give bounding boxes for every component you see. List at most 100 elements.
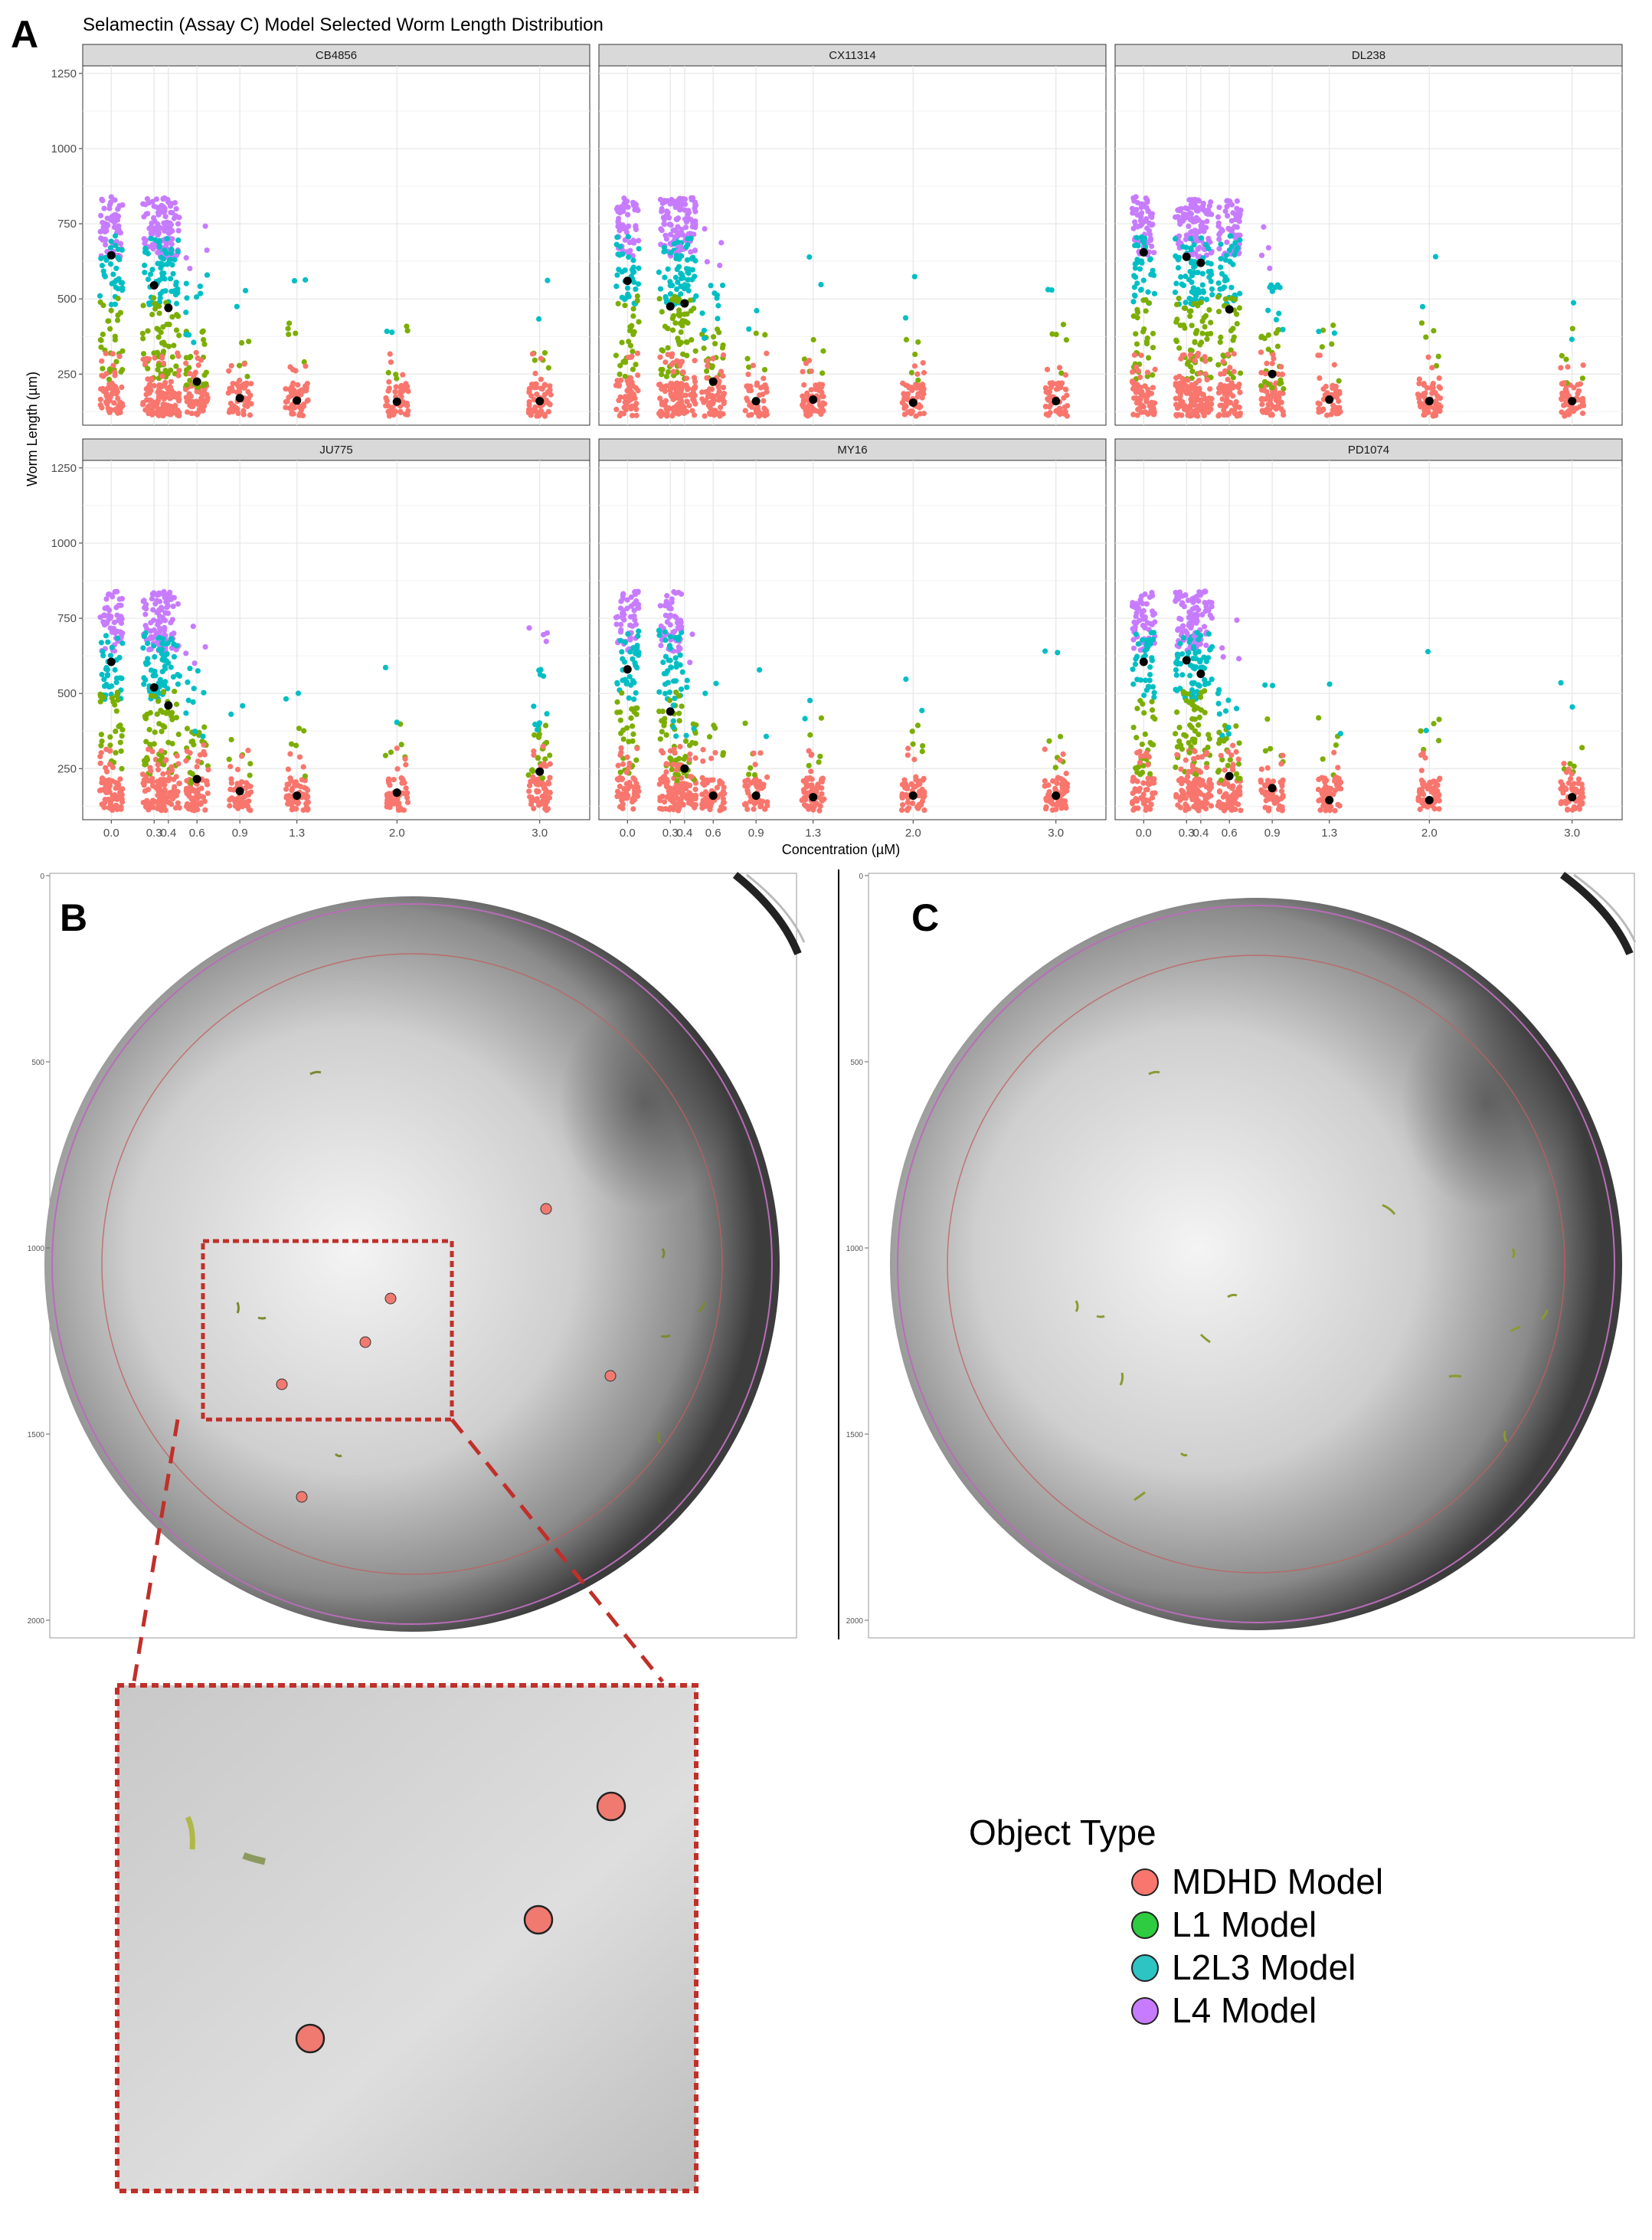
data-point <box>295 382 301 388</box>
data-point <box>399 388 406 395</box>
data-point <box>1047 394 1053 400</box>
facet-strip <box>598 44 1107 67</box>
data-point <box>676 626 682 632</box>
data-point <box>163 251 169 257</box>
data-point <box>634 293 640 300</box>
data-point <box>204 781 211 788</box>
data-point <box>909 408 916 414</box>
data-point <box>673 794 679 801</box>
data-point <box>162 724 168 730</box>
data-point <box>806 748 812 754</box>
data-point <box>1435 353 1441 359</box>
data-point <box>752 779 759 786</box>
data-point <box>237 781 243 788</box>
data-point <box>1233 311 1240 317</box>
data-point <box>283 404 289 411</box>
data-point <box>1561 380 1567 386</box>
data-point <box>720 352 727 359</box>
data-point <box>1138 753 1144 760</box>
data-point <box>636 246 642 252</box>
data-point <box>541 382 548 388</box>
data-point <box>745 372 751 378</box>
data-point <box>1280 326 1286 332</box>
data-point <box>113 729 119 735</box>
data-point <box>810 336 816 343</box>
data-point <box>1176 218 1183 224</box>
data-point <box>670 313 676 319</box>
data-point <box>1192 270 1198 276</box>
data-point <box>285 766 292 772</box>
data-point <box>98 212 104 219</box>
data-point <box>702 335 708 342</box>
data-point <box>1143 787 1150 793</box>
data-point <box>636 319 642 325</box>
data-point <box>110 390 116 396</box>
data-point <box>806 404 812 411</box>
data-point <box>670 396 676 402</box>
data-point <box>664 761 670 768</box>
data-point <box>718 240 725 246</box>
data-point <box>1207 386 1213 392</box>
data-point <box>533 381 539 387</box>
data-point <box>717 807 723 814</box>
data-point <box>152 653 158 660</box>
data-point <box>682 216 689 222</box>
data-point <box>155 209 162 215</box>
data-point <box>634 297 640 304</box>
data-point <box>621 395 627 401</box>
data-point <box>816 807 823 814</box>
data-point <box>166 775 172 781</box>
data-point <box>1043 389 1049 395</box>
data-point <box>111 219 118 225</box>
data-point <box>112 666 118 673</box>
data-point <box>532 357 538 363</box>
data-point <box>714 326 721 332</box>
data-point <box>692 755 698 761</box>
data-point <box>1143 195 1149 201</box>
data-point <box>718 404 724 411</box>
data-point <box>1192 263 1198 269</box>
data-point <box>119 202 126 208</box>
data-point <box>288 741 295 747</box>
data-point <box>672 391 679 398</box>
median-point <box>164 701 173 710</box>
data-point <box>114 317 121 323</box>
data-point <box>170 603 176 610</box>
data-point <box>187 750 193 756</box>
data-point <box>707 807 713 813</box>
data-point <box>721 791 728 797</box>
data-point <box>670 678 677 684</box>
data-point <box>228 362 234 369</box>
data-point <box>1202 313 1209 319</box>
data-point <box>107 742 113 748</box>
data-point <box>659 718 665 724</box>
data-point <box>227 803 233 809</box>
data-point <box>1228 295 1234 301</box>
points <box>1129 588 1586 814</box>
data-point <box>656 627 662 634</box>
data-point <box>530 774 536 780</box>
data-point <box>679 669 685 675</box>
data-point <box>754 307 760 314</box>
data-point <box>107 800 113 806</box>
data-point <box>540 797 546 804</box>
data-point <box>1222 208 1228 215</box>
data-point <box>1320 327 1327 333</box>
data-point <box>1058 800 1065 806</box>
data-point <box>701 345 707 352</box>
data-point <box>1258 252 1265 258</box>
data-point <box>630 331 636 338</box>
data-point <box>1146 220 1152 226</box>
median-point <box>708 791 718 801</box>
data-point <box>1134 735 1140 741</box>
data-point <box>163 394 169 400</box>
data-point <box>1130 637 1137 643</box>
data-point <box>1142 731 1148 738</box>
data-point <box>692 801 698 808</box>
data-point <box>547 789 553 796</box>
data-point <box>157 625 163 632</box>
data-point <box>904 807 911 813</box>
data-point <box>183 395 189 401</box>
data-point <box>1176 233 1183 239</box>
data-point <box>143 601 149 607</box>
